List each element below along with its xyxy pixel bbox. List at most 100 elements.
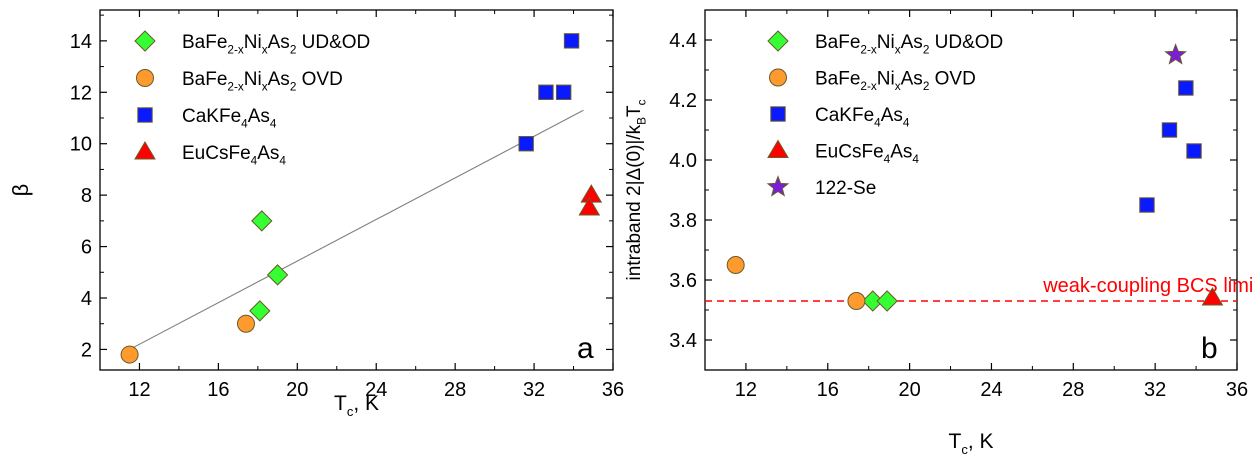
legend-marker-triangle [767,139,789,158]
data-point-square [563,33,580,49]
legend-label: EuCsFe4As4 [815,142,919,166]
text-part: As [257,143,279,164]
y-tick-label: 10 [70,134,92,156]
series-circle [120,314,256,364]
text-part: B [635,117,648,125]
x-tick-label: 28 [1062,379,1084,401]
text-part: As [890,142,912,163]
text-part: BaFe [182,69,227,90]
legend-label: EuCsFe4As4 [182,143,286,167]
x-tick-label: 36 [602,379,624,401]
y-tick-label: 3.4 [669,330,697,352]
linear-fit-line [129,109,584,350]
y-axis-label: β [8,184,33,197]
text-part: x [895,43,901,56]
y-tick-label: 4.2 [669,90,697,112]
legend-marker-square [137,107,153,123]
data-point-square [1186,143,1202,159]
text-part: c [635,99,648,105]
y-tick-label: 3.6 [669,270,697,292]
text-part: x [262,43,268,56]
text-part: Ni [877,69,895,90]
y-tick-label: 14 [70,31,92,53]
legend-marker-star [766,175,790,197]
data-point-circle [726,256,745,274]
series-square [518,33,580,152]
legend-label: CaKFe4As4 [815,105,910,129]
y-tick-label: 6 [81,237,92,259]
x-tick-label: 12 [735,379,757,401]
data-point-circle [237,314,256,333]
text-part: BaFe [182,32,227,53]
text-part: As [268,32,290,53]
x-tick-label: 36 [1226,379,1248,401]
y-tick-label: 4.4 [669,30,697,52]
text-part: intraband 2|Δ(0)|/k [624,124,645,280]
text-part: , K [968,430,994,453]
x-tick-label: 12 [128,379,150,401]
legend-label: 122-Se [815,178,876,199]
y-tick-label: 2 [81,339,92,361]
text-part: T [624,105,645,117]
data-point-diamond [251,210,273,232]
text-part: 2 [290,80,297,93]
text-part: As [901,32,923,53]
text-part: CaKFe [182,106,241,127]
text-part: 2-x [860,43,876,56]
x-tick-label: 20 [898,379,920,401]
text-part: 4 [270,117,277,130]
text-part: 4 [874,116,881,129]
series-square [1139,80,1202,213]
text-part: Ni [244,32,262,53]
legend-marker-diamond [767,30,789,52]
data-point-square [518,136,534,152]
text-part: 4 [912,153,919,166]
text-part: 2-x [227,80,243,93]
text-part: 2-x [227,43,243,56]
text-part: 4 [903,116,910,129]
series-star [1164,43,1187,65]
plot-frame [704,9,1238,371]
data-point-diamond [249,300,271,322]
data-point-circle [847,292,866,310]
text-part: 2 [290,43,297,56]
legend-marker-circle [136,69,154,87]
panel-label: b [1201,332,1218,365]
text-part: 2 [923,43,930,56]
data-point-square [1161,122,1178,138]
data-point-diamond [876,290,898,312]
data-point-triangle [580,184,603,203]
x-tick-label: 28 [444,379,466,401]
series-diamond [249,210,289,322]
text-part: , K [353,392,379,415]
series-circle [726,256,866,310]
x-tick-label: 32 [523,379,545,401]
data-point-diamond [266,264,289,286]
text-part: As [268,69,290,90]
text-part: EuCsFe [815,142,884,163]
text-part: Ni [244,69,262,90]
y-tick-label: 8 [81,185,92,207]
text-part: BaFe [815,32,860,53]
text-part: x [895,80,901,93]
text-part: Ni [877,32,895,53]
panel-label: a [577,332,594,365]
x-axis-label: Tc, K [948,430,993,457]
x-tick-label: 16 [207,379,229,401]
legend-label: CaKFe4As4 [182,106,277,130]
text-part: UD&OD [929,32,1003,53]
y-tick-label: 4 [81,288,92,310]
text-part: 4 [241,117,248,130]
text-part: 2 [923,80,930,93]
y-tick-label: 4.0 [669,150,697,172]
text-part: BaFe [815,69,860,90]
text-part: UD&OD [296,32,370,53]
text-part: c [961,442,968,457]
data-point-square [555,84,572,100]
text-part: 122-Se [815,178,876,199]
text-part: As [248,106,270,127]
text-part: T [948,430,961,453]
